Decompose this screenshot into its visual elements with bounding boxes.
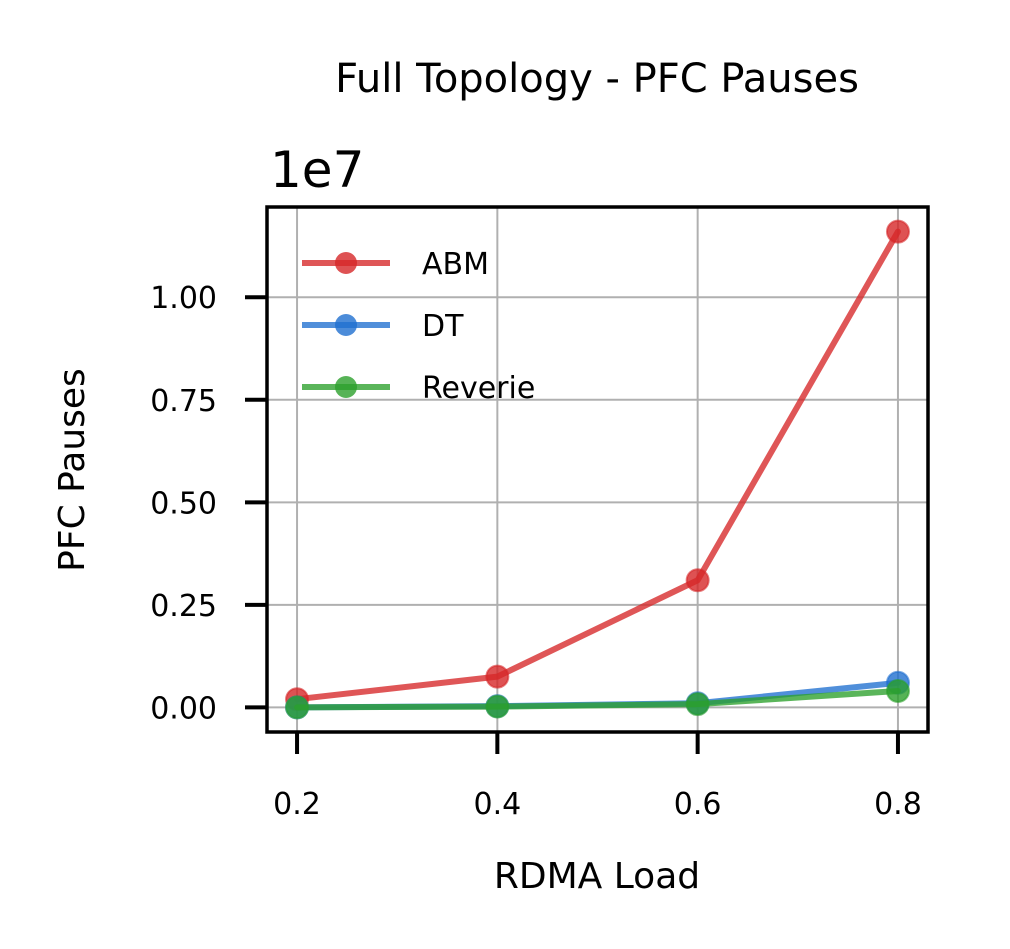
plot-frame [265,205,930,734]
y-axis-label: PFC Pauses [52,368,93,572]
x-tick-label: 0.6 [674,787,722,822]
x-tick-label: 0.2 [273,787,321,822]
y-tick-label: 0.00 [150,691,217,726]
data-point-reverie [685,692,710,717]
y-tick-label: 1.00 [150,281,217,316]
y-offset-label: 1e7 [270,141,364,199]
y-tick-label: 0.75 [150,384,217,419]
data-point-abm [485,664,510,689]
x-tick-label: 0.8 [874,787,922,822]
ticks: 0.2 0.4 0.6 0.8 0.00 0.25 0.50 0.75 1.00 [150,281,922,822]
data-point-reverie [885,678,910,703]
data-point-abm [885,219,910,244]
grid [267,207,928,732]
legend-marker-dt [335,314,357,336]
legend-marker-abm [335,252,357,274]
series-line-reverie [294,687,901,711]
y-tick-label: 0.25 [150,589,217,624]
chart-title: Full Topology - PFC Pauses [335,56,859,102]
x-axis-label: RDMA Load [494,856,700,897]
x-tick-label: 0.4 [473,787,521,822]
y-tick-label: 0.50 [150,486,217,521]
legend-label-dt: DT [422,309,464,344]
data-point-reverie [285,695,310,720]
series-layer [285,219,910,720]
legend-label-reverie: Reverie [422,371,535,406]
legend-label-abm: ABM [422,247,489,282]
legend: ABM DT Reverie [302,247,535,406]
data-point-abm [685,568,710,593]
data-point-reverie [485,694,510,719]
legend-marker-reverie [335,376,357,398]
series-line-abm [294,228,901,703]
